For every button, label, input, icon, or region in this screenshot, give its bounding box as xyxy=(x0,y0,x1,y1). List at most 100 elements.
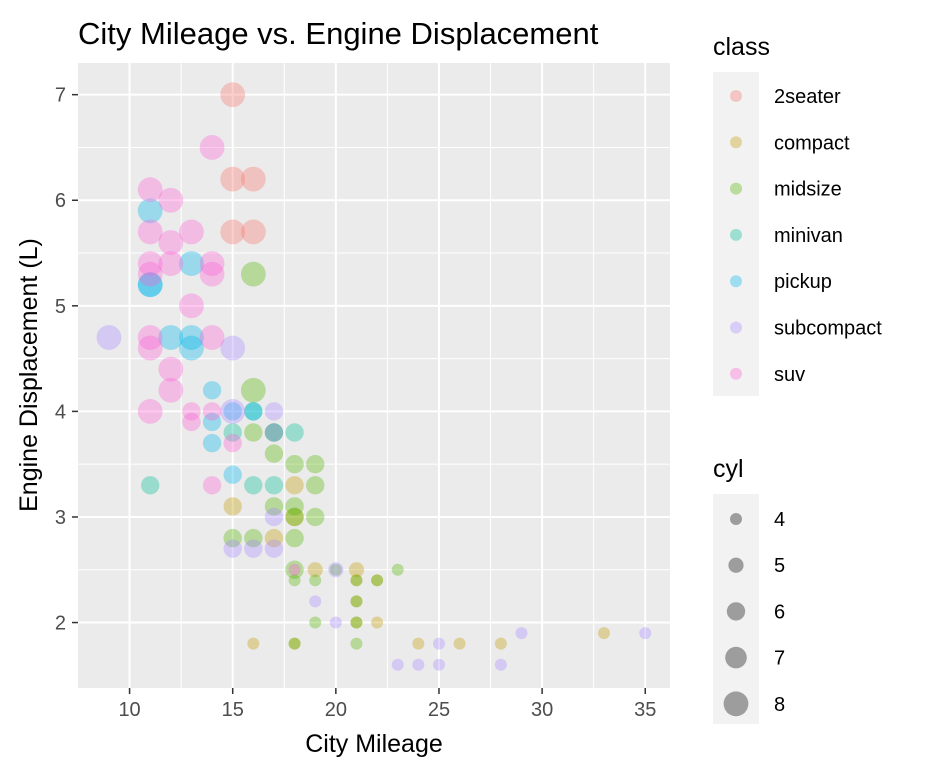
plot-panel xyxy=(78,63,670,688)
legend-key-cyl-7 xyxy=(725,646,747,669)
x-tick-label: 30 xyxy=(531,699,553,721)
legend-key-cyl-8 xyxy=(723,691,749,717)
data-point xyxy=(391,658,404,671)
data-point xyxy=(137,177,163,203)
data-point xyxy=(306,507,325,527)
data-point xyxy=(223,528,242,548)
data-point xyxy=(158,187,184,213)
data-point xyxy=(264,444,284,463)
data-point xyxy=(220,335,246,361)
data-point xyxy=(247,637,260,650)
data-point xyxy=(350,595,363,608)
data-point xyxy=(285,454,304,474)
data-point xyxy=(432,637,445,650)
data-point xyxy=(453,637,466,650)
data-point xyxy=(285,507,304,527)
data-point xyxy=(137,261,163,287)
data-point xyxy=(220,398,246,424)
data-point xyxy=(137,398,163,424)
x-tick-label: 10 xyxy=(118,699,140,721)
data-point xyxy=(223,497,242,516)
legend-key-cyl-5 xyxy=(728,557,744,573)
data-point xyxy=(371,574,384,587)
data-point xyxy=(264,476,284,495)
data-point xyxy=(158,377,184,403)
data-point xyxy=(306,476,325,495)
legend-label-cyl-7: 7 xyxy=(774,648,785,670)
data-point xyxy=(158,251,184,276)
data-point xyxy=(137,325,163,350)
data-point xyxy=(639,627,652,640)
data-point xyxy=(202,381,222,400)
data-point xyxy=(371,616,384,629)
legend-key-cyl-4 xyxy=(730,513,742,525)
data-point xyxy=(285,560,304,579)
data-point xyxy=(244,402,263,421)
data-point xyxy=(240,166,266,192)
data-point xyxy=(309,616,322,629)
data-point xyxy=(329,616,342,629)
data-points xyxy=(96,82,652,671)
data-point xyxy=(285,476,304,495)
legend-key-midsize xyxy=(730,182,742,195)
class-legend-key-background xyxy=(713,72,759,396)
data-point xyxy=(350,616,363,629)
data-point xyxy=(494,637,507,650)
data-point xyxy=(391,563,404,576)
data-point xyxy=(371,574,384,587)
data-point xyxy=(223,539,242,558)
data-point xyxy=(288,563,301,576)
data-point xyxy=(158,356,184,382)
data-point xyxy=(244,539,263,558)
data-point xyxy=(350,574,363,587)
data-point xyxy=(220,166,246,192)
data-point xyxy=(199,251,225,276)
legend-key-compact xyxy=(730,136,742,149)
data-point xyxy=(244,528,263,548)
y-tick-label: 7 xyxy=(55,85,66,107)
data-point xyxy=(285,423,304,442)
data-point xyxy=(202,476,222,495)
data-point xyxy=(285,497,304,516)
class-legend-title: class xyxy=(713,33,770,61)
x-tick-label: 35 xyxy=(634,699,656,721)
data-point xyxy=(307,562,323,578)
data-point xyxy=(288,637,301,650)
data-point xyxy=(199,325,225,350)
data-point xyxy=(328,562,344,578)
legend-label-cyl-6: 6 xyxy=(774,601,785,623)
data-point xyxy=(140,476,160,495)
data-point xyxy=(240,261,266,287)
legend-key-2seater xyxy=(730,90,742,102)
chart-title: City Mileage vs. Engine Displacement xyxy=(78,16,599,51)
y-axis-ticks: 2 3 4 5 6 7 xyxy=(55,85,78,635)
data-point xyxy=(244,402,263,421)
data-point xyxy=(309,574,322,587)
data-point xyxy=(240,377,266,403)
legend-label-pickup: pickup xyxy=(774,271,832,293)
data-point xyxy=(350,574,363,587)
data-point xyxy=(223,423,242,442)
legend-label-cyl-8: 8 xyxy=(774,694,785,716)
legend-label-2seater: 2seater xyxy=(774,86,841,108)
data-point xyxy=(240,219,266,245)
data-point xyxy=(412,658,425,671)
data-point xyxy=(179,251,204,276)
legend-key-suv xyxy=(730,367,742,380)
data-point xyxy=(432,658,445,671)
data-point xyxy=(199,261,225,287)
data-point xyxy=(137,335,163,361)
data-point xyxy=(285,528,304,548)
data-point xyxy=(264,423,284,442)
data-point xyxy=(309,595,322,608)
data-point xyxy=(137,272,163,298)
data-point xyxy=(244,423,263,442)
legend-label-cyl-4: 4 xyxy=(774,509,785,531)
data-point xyxy=(264,423,284,442)
data-point xyxy=(137,219,163,245)
data-point xyxy=(264,528,284,548)
data-point xyxy=(179,335,204,361)
data-point xyxy=(264,507,284,527)
y-tick-label: 2 xyxy=(55,613,66,635)
